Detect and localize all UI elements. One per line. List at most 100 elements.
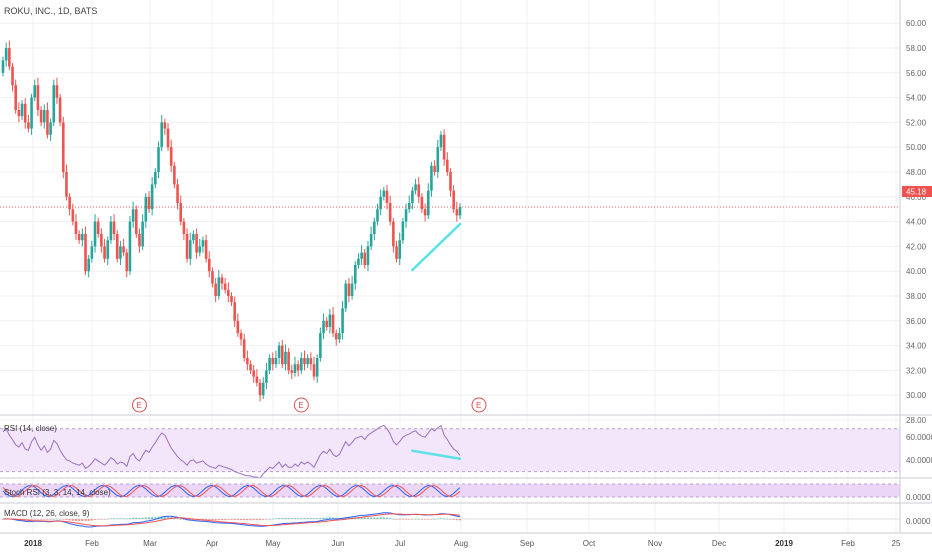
candle-body xyxy=(147,196,151,210)
macd-histogram-bar xyxy=(154,516,157,519)
candle-body xyxy=(23,103,27,123)
candle-body xyxy=(293,364,297,373)
candle-body xyxy=(363,252,367,265)
macd-histogram-bar xyxy=(246,519,249,521)
macd-histogram-bar xyxy=(303,518,306,519)
candle-body xyxy=(315,358,319,377)
candle-body xyxy=(109,221,113,241)
stoch-rsi-tick-zero: 0.0000 xyxy=(906,493,931,502)
earnings-marker-label: E xyxy=(136,401,141,410)
price-tick-label: 36.00 xyxy=(906,317,927,326)
rsi-line xyxy=(2,424,461,479)
candle-body xyxy=(420,196,424,210)
macd-label: MACD (12, 26, close, 9) xyxy=(4,509,90,518)
candle-body xyxy=(258,382,262,396)
x-tick-label: 25 xyxy=(892,539,901,548)
rsi-band xyxy=(0,428,900,472)
candle-body xyxy=(42,110,46,123)
candle-body xyxy=(350,283,354,296)
x-tick-label: Aug xyxy=(454,539,468,548)
macd-histogram-bar xyxy=(284,517,287,519)
candle-body xyxy=(395,246,398,259)
price-tick-label: 38.00 xyxy=(906,292,927,301)
macd-histogram-bar xyxy=(116,518,119,519)
macd-histogram-bar xyxy=(411,519,414,520)
candle-body xyxy=(81,234,84,241)
macd-histogram-bar xyxy=(366,517,369,519)
macd-histogram-bar xyxy=(128,518,131,519)
macd-histogram-bar xyxy=(370,517,373,519)
price-tick-label: 40.00 xyxy=(906,267,927,276)
candle-body xyxy=(195,234,198,253)
macd-histogram-bar xyxy=(335,517,338,519)
price-tick-label: 42.00 xyxy=(906,242,927,251)
candle-body xyxy=(341,308,344,334)
macd-histogram-bar xyxy=(163,516,166,519)
macd-histogram-bar xyxy=(290,518,293,519)
macd-histogram-bar xyxy=(217,519,220,521)
macd-histogram-bar xyxy=(81,519,84,521)
macd-histogram-bar xyxy=(417,518,420,520)
macd-histogram-bar xyxy=(322,517,325,519)
candle-body xyxy=(106,240,110,259)
candle-body xyxy=(274,358,278,365)
candle-body xyxy=(306,358,309,365)
candle-body xyxy=(407,203,411,210)
candle-body xyxy=(277,345,281,358)
candle-body xyxy=(338,333,341,340)
macd-histogram-bar xyxy=(373,517,376,519)
candle-body xyxy=(265,370,268,383)
macd-histogram-bar xyxy=(167,516,170,519)
candle-body xyxy=(268,358,271,371)
macd-histogram-bar xyxy=(27,519,30,521)
macd-histogram-bar xyxy=(249,519,252,521)
candle-body xyxy=(242,339,246,358)
panel-layer xyxy=(0,428,900,520)
price-tick-label: 60.00 xyxy=(906,19,927,28)
macd-histogram-bar xyxy=(262,519,265,520)
candle-body xyxy=(436,147,440,172)
candle-body xyxy=(227,289,230,296)
macd-histogram-bar xyxy=(332,517,335,519)
macd-histogram-bar xyxy=(192,519,195,521)
macd-histogram-bar xyxy=(205,519,208,521)
macd-histogram-bar xyxy=(357,517,360,519)
macd-histogram-bar xyxy=(265,519,268,520)
candle-body xyxy=(11,66,14,86)
candle-body xyxy=(211,271,214,284)
candle-body xyxy=(246,358,249,365)
earnings-marker xyxy=(471,397,487,413)
candle-body xyxy=(198,246,202,253)
macd-histogram-bar xyxy=(100,519,103,520)
macd-histogram-bar xyxy=(138,517,141,519)
candle-body xyxy=(344,283,348,309)
candle-body xyxy=(373,221,376,234)
price-tick-label: 32.00 xyxy=(906,366,927,375)
macd-histogram-bar xyxy=(398,519,401,520)
candle-body xyxy=(46,110,49,135)
macd-histogram-bar xyxy=(151,517,154,519)
macd-histogram-bar xyxy=(268,518,271,520)
candle-body xyxy=(239,333,243,340)
candle-body xyxy=(87,258,90,272)
x-tick-label: 2019 xyxy=(775,539,793,548)
candle-body xyxy=(385,190,389,203)
rsi-label: RSI (14, close) xyxy=(4,424,57,433)
candle-body xyxy=(411,190,414,203)
macd-histogram-bar xyxy=(347,517,350,519)
macd-histogram-bar xyxy=(316,518,319,519)
price-tick-label: 30.00 xyxy=(906,391,927,400)
candle-body xyxy=(103,246,106,259)
macd-histogram-bar xyxy=(382,517,385,519)
price-tick-label: 46.00 xyxy=(906,193,927,202)
candle-body xyxy=(347,283,351,296)
rsi-tick-60: 60.0000 xyxy=(906,433,932,442)
candle-body xyxy=(452,190,455,210)
macd-histogram-bar xyxy=(46,519,49,520)
earnings-marker xyxy=(131,397,147,413)
candle-body xyxy=(61,122,65,172)
candle-body xyxy=(166,128,170,148)
candle-body xyxy=(455,209,459,216)
